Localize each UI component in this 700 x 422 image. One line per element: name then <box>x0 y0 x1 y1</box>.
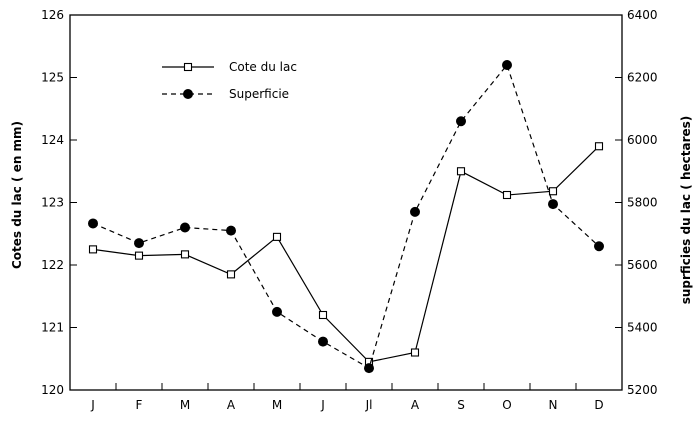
series-line <box>92 145 600 363</box>
data-point-circle <box>364 363 374 374</box>
series-line <box>92 63 600 370</box>
data-point-square <box>456 167 466 176</box>
left-tick-label: 126 <box>41 8 64 22</box>
legend-item: Superficie <box>162 87 289 101</box>
plot-frame <box>69 14 623 391</box>
plot-border <box>69 14 623 391</box>
data-point-square <box>226 270 236 279</box>
data-point-circle <box>456 116 466 127</box>
series-superficie <box>88 60 604 374</box>
data-point-circle <box>272 306 282 317</box>
x-tick-label: O <box>502 398 511 412</box>
data-point-square <box>134 251 144 260</box>
right-tick-label: 6400 <box>627 8 658 22</box>
left-tick-label: 125 <box>41 71 64 85</box>
right-axis-title: suprficies du lac ( hectares) <box>679 116 693 305</box>
right-tick-label: 5200 <box>627 383 658 397</box>
series-layer <box>88 60 604 374</box>
data-point-square <box>180 250 190 259</box>
data-point-square <box>272 232 282 241</box>
right-tick-label: 5800 <box>627 196 658 210</box>
right-axis-ticks: 5200 5400 5600 5800 6000 6200 6400 <box>615 8 658 397</box>
x-tick-label: N <box>549 398 558 412</box>
right-tick-label: 5400 <box>627 321 658 335</box>
legend-label: Cote du lac <box>229 60 297 74</box>
data-point-square <box>594 142 604 151</box>
data-point-square <box>502 190 512 200</box>
data-point-square <box>548 187 558 196</box>
x-tick-label: A <box>411 398 420 412</box>
x-tick-label: J <box>90 398 95 412</box>
x-tick-label: D <box>594 398 603 412</box>
legend-item: Cote du lac <box>162 60 297 74</box>
x-tick-label: J <box>320 398 325 412</box>
left-axis-ticks: 120 121 122 123 124 125 126 <box>41 8 77 397</box>
data-point-square <box>410 348 420 357</box>
left-tick-label: 121 <box>41 321 64 335</box>
series-cote-du-lac <box>88 142 604 366</box>
data-point-square <box>88 245 98 254</box>
right-tick-label: 6000 <box>627 133 658 147</box>
x-tick-label: Jl <box>365 398 373 412</box>
data-point-circle <box>594 241 604 252</box>
left-axis-title: Cotes du lac ( en mm) <box>10 121 24 269</box>
right-tick-label: 5600 <box>627 258 658 272</box>
data-point-circle <box>226 225 236 236</box>
x-tick-label: S <box>457 398 465 412</box>
left-tick-label: 123 <box>41 196 64 210</box>
legend-marker-square <box>183 62 193 72</box>
data-point-circle <box>134 238 144 249</box>
data-point-square <box>318 310 328 320</box>
x-axis-ticks: J F M A M J Jl A S O N D <box>90 383 604 412</box>
legend: Cote du lac Superficie <box>162 60 297 101</box>
left-tick-label: 122 <box>41 258 64 272</box>
left-tick-label: 124 <box>41 133 64 147</box>
data-point-circle <box>548 199 558 210</box>
x-tick-label: M <box>272 398 282 412</box>
data-point-circle <box>318 336 328 347</box>
x-tick-label: F <box>136 398 143 412</box>
data-point-circle <box>410 206 420 217</box>
data-point-circle <box>502 60 512 70</box>
x-tick-label: A <box>227 398 236 412</box>
legend-label: Superficie <box>229 87 289 101</box>
data-point-circle <box>88 218 98 229</box>
data-point-circle <box>180 222 190 233</box>
legend-marker-circle <box>183 89 193 99</box>
right-tick-label: 6200 <box>627 71 658 85</box>
x-tick-label: M <box>180 398 190 412</box>
left-tick-label: 120 <box>41 383 64 397</box>
